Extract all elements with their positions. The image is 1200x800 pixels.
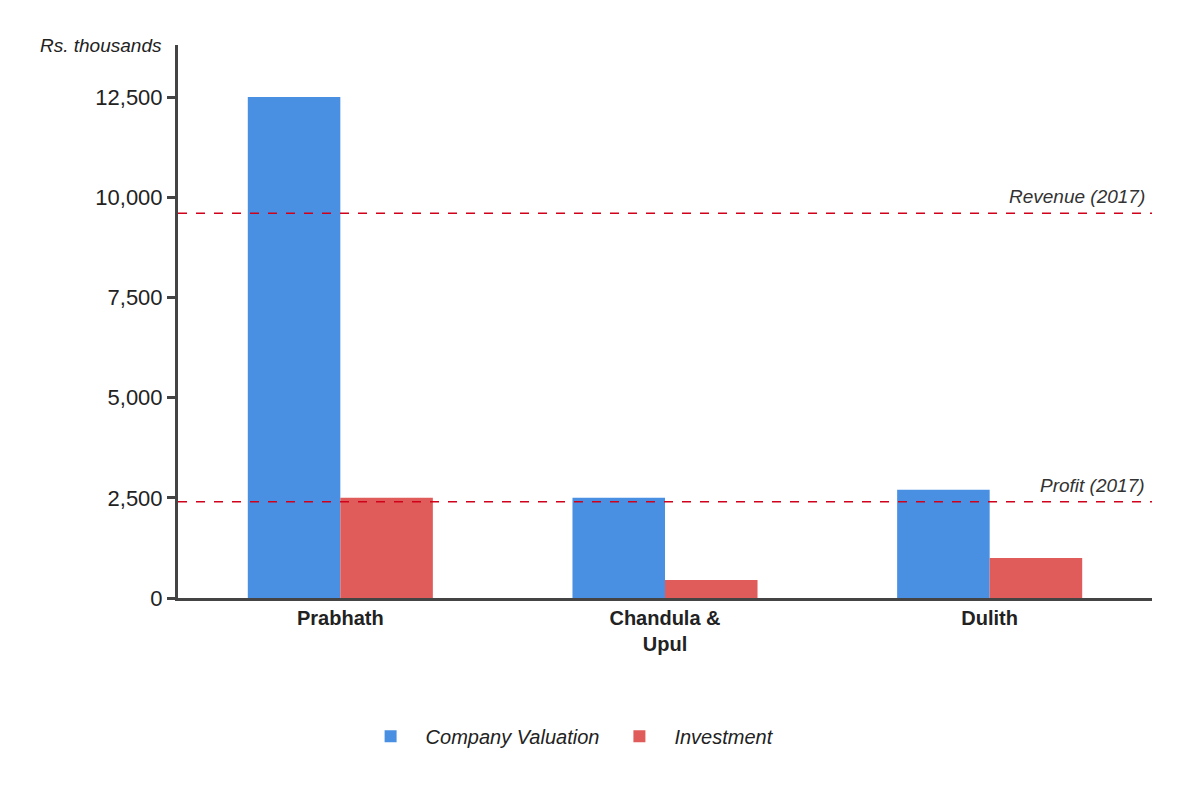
svg-text:12,500: 12,500 (95, 85, 162, 110)
svg-text:0: 0 (150, 586, 162, 611)
svg-text:Investment: Investment (674, 726, 773, 748)
svg-text:Chandula &Upul: Chandula &Upul (609, 607, 720, 655)
svg-text:Dulith: Dulith (961, 607, 1018, 629)
svg-text:Revenue (2017): Revenue (2017) (1009, 186, 1145, 207)
svg-text:5,000: 5,000 (108, 385, 163, 410)
svg-text:Company Valuation: Company Valuation (426, 726, 600, 748)
svg-text:Rs. thousands: Rs. thousands (40, 35, 162, 56)
svg-text:Profit (2017): Profit (2017) (1040, 475, 1145, 496)
svg-text:7,500: 7,500 (108, 285, 163, 310)
svg-text:2,500: 2,500 (108, 486, 163, 511)
svg-text:10,000: 10,000 (95, 185, 162, 210)
svg-text:Prabhath: Prabhath (297, 607, 384, 629)
